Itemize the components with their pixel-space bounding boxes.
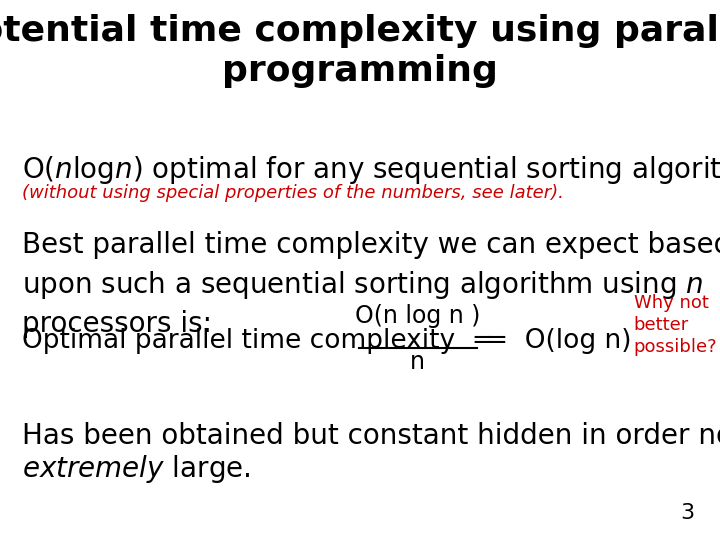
Text: $\mathit{extremely}$ large.: $\mathit{extremely}$ large. — [22, 453, 251, 484]
Text: =  O(log n): = O(log n) — [486, 328, 631, 354]
Text: Why not
better
possible?: Why not better possible? — [634, 294, 717, 356]
Text: Best parallel time complexity we can expect based
upon such a sequential sorting: Best parallel time complexity we can exp… — [22, 231, 720, 338]
Text: O($\mathit{n}$log$\mathit{n}$) optimal for any sequential sorting algorithm: O($\mathit{n}$log$\mathit{n}$) optimal f… — [22, 154, 720, 186]
Text: n: n — [410, 350, 425, 374]
Text: 3: 3 — [680, 503, 695, 523]
Text: O(n log n ): O(n log n ) — [355, 304, 480, 328]
Text: Has been obtained but constant hidden in order notation: Has been obtained but constant hidden in… — [22, 422, 720, 450]
Text: (without using special properties of the numbers, see later).: (without using special properties of the… — [22, 184, 564, 201]
Text: Optimal parallel time complexity  =: Optimal parallel time complexity = — [22, 328, 493, 354]
Text: Potential time complexity using parallel
programming: Potential time complexity using parallel… — [0, 14, 720, 88]
